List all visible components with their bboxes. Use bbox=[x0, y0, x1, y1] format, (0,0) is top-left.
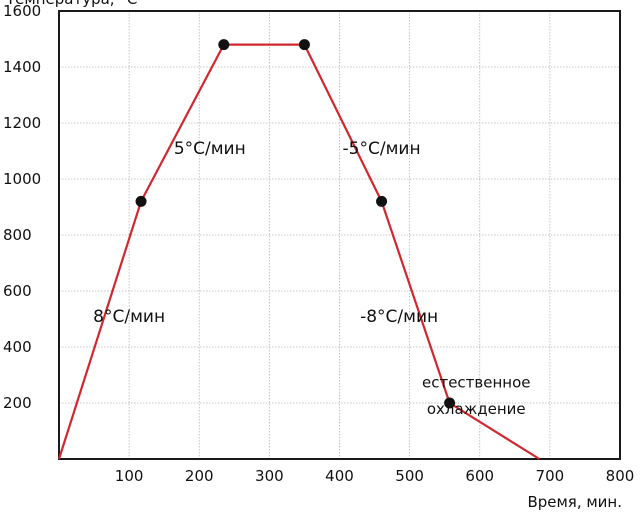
x-tick-label: 800 bbox=[606, 467, 635, 485]
data-point bbox=[218, 39, 230, 51]
series-line bbox=[57, 43, 540, 460]
y-tick-label: 200 bbox=[3, 394, 32, 412]
y-tick-label: 1000 bbox=[3, 170, 41, 188]
y-tick-label: 800 bbox=[3, 226, 32, 244]
x-tick-label: 500 bbox=[395, 467, 424, 485]
y-tick-label: 600 bbox=[3, 282, 32, 300]
y-tick-label: 1400 bbox=[3, 58, 41, 76]
y-tick-label: 400 bbox=[3, 338, 32, 356]
grid bbox=[59, 10, 620, 459]
x-tick-label: 300 bbox=[255, 467, 284, 485]
y-tick-label: 1200 bbox=[3, 114, 41, 132]
data-point bbox=[376, 195, 388, 207]
annotations: 1480°C - 120 мин 5°C/мин -5°C/мин 8°C/мин -8… bbox=[93, 0, 530, 418]
plot-frame bbox=[58, 10, 621, 460]
y-axis-label: Температура, °C bbox=[5, 0, 137, 8]
data-point bbox=[135, 195, 147, 207]
x-tick-label: 100 bbox=[115, 467, 144, 485]
annotation-label: 8°C/мин bbox=[93, 307, 165, 327]
tick-labels: 100 200 300 400 500 600 700 800 200 400 600 800 1000… bbox=[3, 2, 634, 485]
annotation-label: -8°C/мин bbox=[360, 307, 438, 327]
annotation-label: охлаждение bbox=[427, 400, 526, 418]
annotation-label: 5°C/мин bbox=[174, 139, 246, 159]
x-axis-label: Время, мин. bbox=[527, 493, 622, 511]
x-tick-label: 600 bbox=[465, 467, 494, 485]
axes bbox=[58, 10, 621, 460]
x-tick-label: 700 bbox=[536, 467, 565, 485]
annotation-label: -5°C/мин bbox=[343, 139, 421, 159]
y-tick-label: 1600 bbox=[3, 2, 41, 20]
annotation-label: естественное bbox=[422, 374, 531, 392]
markers bbox=[135, 39, 456, 409]
annotation-label: 1480°C - 120 мин bbox=[189, 0, 342, 5]
x-tick-label: 400 bbox=[325, 467, 354, 485]
x-tick-label: 200 bbox=[185, 467, 214, 485]
data-point bbox=[444, 397, 456, 409]
series bbox=[57, 43, 540, 460]
data-point bbox=[298, 39, 310, 51]
